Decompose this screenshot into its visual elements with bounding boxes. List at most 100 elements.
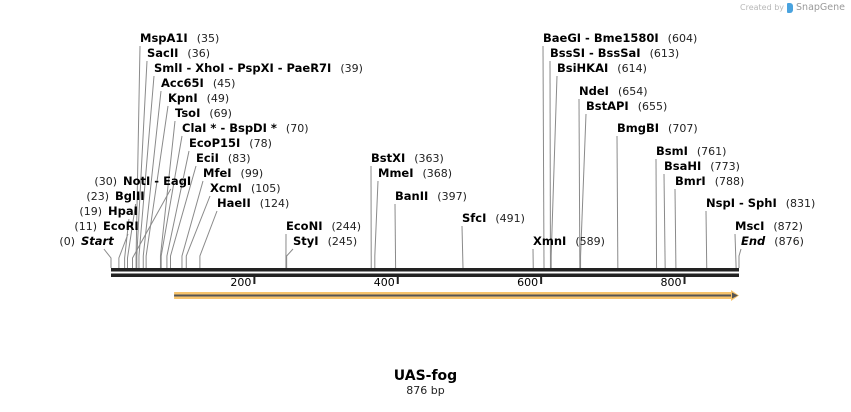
site-baegi[interactable]: BaeGI - Bme1580I (604) bbox=[543, 31, 697, 45]
site-bsssi[interactable]: BssSI - BssSaI (613) bbox=[550, 46, 679, 60]
site-position: (604) bbox=[668, 32, 698, 45]
site-msci[interactable]: MscI(872) bbox=[735, 219, 803, 233]
site-mfei[interactable]: MfeI(99) bbox=[203, 166, 263, 180]
site-position: (69) bbox=[209, 107, 232, 120]
site-position: (613) bbox=[650, 47, 680, 60]
site-ecii[interactable]: EciI(83) bbox=[196, 151, 251, 165]
site-name: SfcI bbox=[462, 211, 486, 225]
backbone-top-strand bbox=[111, 268, 739, 272]
site-name: BmgBI bbox=[617, 121, 659, 135]
site-clai[interactable]: ClaI * - BspDI *(70) bbox=[182, 121, 309, 135]
site-name: TsoI bbox=[175, 106, 200, 120]
site-name: StyI bbox=[293, 234, 319, 248]
site-position: (773) bbox=[710, 160, 740, 173]
feature-arrow[interactable] bbox=[174, 290, 739, 301]
tick-label: 600 bbox=[517, 276, 538, 289]
site-bsihkai[interactable]: BsiHKAI(614) bbox=[557, 61, 647, 75]
backbone-bottom-strand bbox=[111, 274, 739, 278]
site-name: Acc65I bbox=[161, 76, 204, 90]
site-haeii[interactable]: HaeII(124) bbox=[217, 196, 289, 210]
site-ecop15i[interactable]: EcoP15I(78) bbox=[189, 136, 272, 150]
site-name: SacII bbox=[147, 46, 178, 60]
site-xmni[interactable]: XmnI(589) bbox=[533, 234, 605, 248]
site-position: (11) bbox=[74, 220, 97, 233]
site-name: BssSI - BssSaI bbox=[550, 46, 641, 60]
site-position: (654) bbox=[618, 85, 648, 98]
site-start[interactable]: Start(0) bbox=[59, 234, 114, 248]
site-name: KpnI bbox=[168, 91, 198, 105]
tick-label: 800 bbox=[661, 276, 682, 289]
snapgene-watermark: Created by SnapGene bbox=[740, 2, 845, 13]
site-position: (589) bbox=[575, 235, 605, 248]
tick-mark bbox=[253, 277, 255, 284]
tick-mark bbox=[684, 277, 686, 284]
site-position: (761) bbox=[697, 145, 727, 158]
site-econi[interactable]: EcoNI (244) bbox=[286, 219, 361, 233]
tick-mark bbox=[397, 277, 399, 284]
site-position: (35) bbox=[197, 32, 220, 45]
site-position: (39) bbox=[340, 62, 363, 75]
site-bmgbi[interactable]: BmgBI (707) bbox=[617, 121, 698, 135]
site-sfci[interactable]: SfcI(491) bbox=[462, 211, 525, 225]
site-nspi[interactable]: NspI - SphI (831) bbox=[706, 196, 815, 210]
site-mmei[interactable]: MmeI(368) bbox=[378, 166, 452, 180]
site-position: (788) bbox=[715, 175, 745, 188]
site-bstxi[interactable]: BstXI(363) bbox=[371, 151, 444, 165]
site-name: NspI - SphI bbox=[706, 196, 777, 210]
site-position: (707) bbox=[668, 122, 698, 135]
site-name: MscI bbox=[735, 219, 764, 233]
site-mspa1i[interactable]: MspA1I (35) bbox=[140, 31, 219, 45]
leader-line bbox=[617, 136, 618, 268]
site-smli[interactable]: SmlI - XhoI - PspXI - PaeR7I(39) bbox=[154, 61, 363, 75]
tick-mark bbox=[540, 277, 542, 284]
site-bsmi[interactable]: BsmI(761) bbox=[656, 144, 726, 158]
site-name: Start bbox=[81, 234, 114, 248]
site-banii[interactable]: BanII(397) bbox=[395, 189, 467, 203]
leader-line bbox=[375, 181, 378, 268]
site-ecori[interactable]: EcoRI(11) bbox=[74, 219, 138, 233]
site-name: BstAPI bbox=[586, 99, 629, 113]
site-kpni[interactable]: KpnI (49) bbox=[168, 91, 229, 105]
site-position: (244) bbox=[331, 220, 361, 233]
site-sacii[interactable]: SacII (36) bbox=[147, 46, 210, 60]
site-position: (23) bbox=[86, 190, 109, 203]
site-bmri[interactable]: BmrI(788) bbox=[675, 174, 744, 188]
site-acc65i[interactable]: Acc65I(45) bbox=[161, 76, 235, 90]
site-position: (36) bbox=[187, 47, 210, 60]
site-name: MspA1I bbox=[140, 31, 188, 45]
site-styi[interactable]: StyI (245) bbox=[293, 234, 357, 248]
site-name: BaeGI - Bme1580I bbox=[543, 31, 659, 45]
leader-line bbox=[664, 174, 665, 268]
site-position: (397) bbox=[437, 190, 467, 203]
site-position: (105) bbox=[251, 182, 281, 195]
snapgene-logo-icon bbox=[787, 3, 793, 13]
site-position: (83) bbox=[228, 152, 251, 165]
site-hpai[interactable]: HpaI(19) bbox=[79, 204, 138, 218]
leader-line bbox=[735, 234, 736, 268]
site-position: (49) bbox=[207, 92, 230, 105]
feature-core-line bbox=[174, 295, 733, 297]
site-position: (245) bbox=[328, 235, 358, 248]
leader-line bbox=[739, 249, 741, 268]
site-name: NotI - EagI bbox=[123, 174, 191, 188]
site-position: (831) bbox=[786, 197, 816, 210]
dna-backbone bbox=[111, 268, 739, 277]
site-noti[interactable]: NotI - EagI(30) bbox=[94, 174, 191, 188]
site-name: EcoNI bbox=[286, 219, 322, 233]
watermark-prefix: Created by bbox=[740, 3, 784, 12]
leader-line bbox=[675, 189, 676, 268]
leader-line bbox=[462, 226, 463, 268]
site-name: ClaI * - BspDI * bbox=[182, 121, 277, 135]
site-xcmi[interactable]: XcmI(105) bbox=[210, 181, 281, 195]
site-end[interactable]: End(876) bbox=[741, 234, 804, 248]
leader-line bbox=[200, 211, 217, 268]
site-bstapi[interactable]: BstAPI(655) bbox=[586, 99, 667, 113]
map-title: UAS-fog bbox=[0, 368, 851, 384]
site-tsoi[interactable]: TsoI (69) bbox=[175, 106, 232, 120]
site-bsahi[interactable]: BsaHI(773) bbox=[664, 159, 740, 173]
site-bglii[interactable]: BglII(23) bbox=[86, 189, 144, 203]
site-position: (124) bbox=[260, 197, 290, 210]
site-ndei[interactable]: NdeI(654) bbox=[579, 84, 648, 98]
